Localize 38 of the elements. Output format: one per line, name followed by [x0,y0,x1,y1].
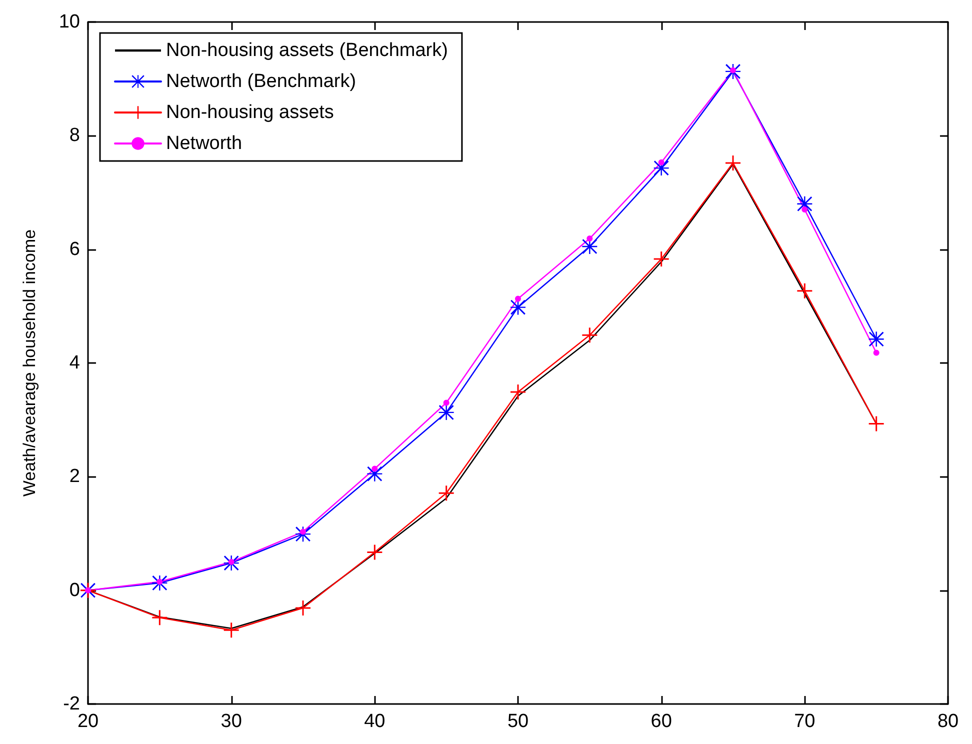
x-tick-label: 60 [650,711,672,732]
x-tick-label: 70 [794,711,816,732]
point [868,332,884,347]
y-tick-label: -2 [63,694,80,714]
x-tick-label: 30 [220,711,242,732]
y-tick-label: 2 [69,466,80,488]
point [510,384,526,400]
point [802,206,808,213]
point [296,600,310,616]
point [372,466,378,472]
point [367,544,382,560]
point [586,236,593,242]
legend-label: Networth [166,133,242,154]
point [438,486,454,501]
legend-label: Non-housing assets (Benchmark) [166,40,448,61]
point [515,296,521,302]
x-tick-label: 50 [507,711,529,732]
point [443,400,450,406]
y-tick-label: 4 [69,352,80,374]
x-tick-label: 20 [77,711,99,732]
point [582,328,598,343]
legend-label: Networth (Benchmark) [166,71,356,92]
point [654,251,669,266]
point [726,155,740,170]
x-tick-label: 40 [364,711,386,732]
point [797,283,812,298]
legend-label: Non-housing assets [166,102,334,123]
point [224,622,239,638]
point [152,610,168,626]
x-tick-label: 80 [937,711,959,732]
y-tick-label: 8 [69,125,80,146]
point [658,159,664,166]
y-tick-label: 6 [69,238,80,260]
point [873,350,880,356]
point [868,416,884,432]
y-tick-label: 0 [69,580,80,601]
y-tick-label: 10 [58,12,80,32]
y-axis-title: Weath/avearage household income [20,229,39,497]
